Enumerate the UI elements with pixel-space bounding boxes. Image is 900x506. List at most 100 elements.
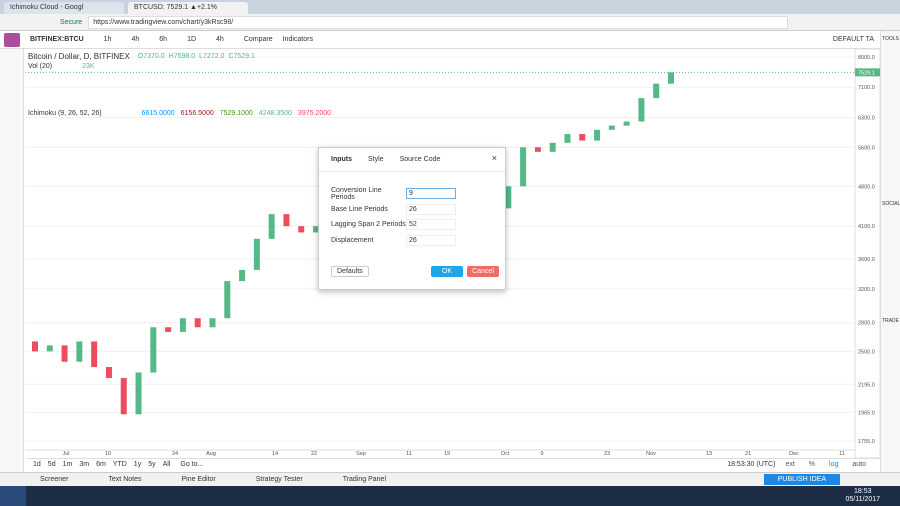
publish-button[interactable]: PUBLISH IDEA [763, 474, 840, 485]
input-row: Conversion Line Periods 9 [331, 186, 505, 202]
range-button[interactable]: All [162, 461, 171, 468]
browser-tabs: Ichimoku Cloud - Googl BTCUSD: 7529.1 ▲+2… [0, 0, 900, 14]
symbol[interactable]: BITFINEX:BTCU [30, 36, 84, 43]
range-button[interactable]: 1m [62, 461, 73, 468]
ok-button[interactable]: OK [431, 266, 463, 277]
input-field[interactable]: 26 [406, 203, 456, 215]
dialog-tab[interactable]: Style [368, 156, 384, 163]
input-row: Base Line Periods 26 [331, 202, 505, 218]
x-tick-label: 11 [839, 451, 845, 457]
x-tick-label: Jul [62, 451, 69, 457]
panel-tab[interactable]: Text Notes [108, 476, 142, 483]
x-tick-label: 10 [105, 451, 111, 457]
intervals: 1h 4h 6h 1D 4h [94, 36, 234, 43]
address-bar: Secure https://www.tradingview.com/chart… [0, 14, 900, 31]
interval[interactable]: 1h [103, 36, 112, 43]
panel-tab[interactable]: Screener [40, 476, 69, 483]
interval[interactable]: 4h [216, 36, 224, 43]
panel-tab[interactable]: Trading Panel [342, 476, 387, 483]
candle-body [268, 214, 275, 239]
sidebar-label: TOOLS [882, 36, 899, 42]
y-tick-label: 3600.0 [858, 257, 875, 263]
candle-body [653, 83, 660, 99]
y-tick-label: 1755.0 [858, 439, 875, 445]
chart: 8000.0 7100.0 6300.0 5600.0 4800.0 4100.0 3600… [25, 49, 880, 458]
x-tick-label: Nov [646, 451, 656, 457]
compare[interactable]: Compare [243, 36, 273, 43]
range-button[interactable]: 1y [133, 461, 142, 468]
scale-option[interactable]: ext [785, 461, 795, 468]
ichimoku-value: 3975.2000 [297, 110, 332, 117]
x-tick-label: 11 [406, 451, 412, 457]
dialog-tab[interactable]: Inputs [331, 156, 352, 163]
browser-tab[interactable]: BTCUSD: 7529.1 ▲+2.1% [128, 2, 248, 14]
last-price-label: 7529.1 [858, 70, 875, 76]
goto[interactable]: Go to... [180, 461, 204, 468]
candle-body [135, 372, 142, 415]
range-button[interactable]: 5d [47, 461, 56, 468]
x-tick-label: 21 [745, 451, 751, 457]
bottom-panel: Screener Text Notes Pine Editor Strategy Te… [0, 472, 900, 486]
scale-option[interactable]: log [829, 461, 839, 468]
last-price-box [855, 68, 880, 77]
interval[interactable]: 4h [131, 36, 140, 43]
candle-body [165, 327, 172, 332]
taskbar-time: 18:53 [853, 488, 872, 495]
panel-tab[interactable]: Strategy Tester [255, 476, 303, 483]
ichimoku-values: 6615.0000 6156.5000 7529.1000 4248.3500 3975… [142, 109, 337, 119]
candle-body [179, 318, 186, 332]
taskbar: 18:53 05/11/2017 [0, 486, 900, 506]
candle-body [150, 327, 157, 373]
range-button[interactable]: 3m [79, 461, 90, 468]
x-tick-label: 19 [444, 451, 450, 457]
input-label: Displacement [331, 236, 374, 244]
scale-option[interactable]: auto [852, 461, 866, 468]
ohlc-value: L7272.0 [199, 53, 225, 60]
candle-body [608, 125, 615, 130]
interval[interactable]: 1D [187, 36, 197, 43]
dialog-tab[interactable]: Source Code [399, 156, 441, 163]
input-field[interactable]: 52 [406, 219, 456, 231]
range-button[interactable]: 1d [33, 461, 41, 468]
logo [4, 32, 20, 47]
url[interactable]: https://www.tradingview.com/chart/y3kRsc… [88, 15, 789, 29]
ohlc: O7370.0 H7598.0 L7272.0 C7529.1 [138, 52, 259, 62]
input-field[interactable]: 9 [406, 188, 456, 200]
browser-tab[interactable]: Ichimoku Cloud - Googl [4, 2, 124, 14]
candle-body [209, 318, 216, 328]
panel-tab[interactable]: Pine Editor [181, 476, 216, 483]
x-tick-label: 9 [540, 451, 543, 457]
ichimoku-label: Ichimoku (9, 26, 52, 26) [28, 110, 102, 117]
x-tick-label: Dec [789, 451, 799, 457]
candle-body [564, 134, 571, 143]
candle-body [76, 341, 83, 362]
candle-body [594, 129, 601, 141]
range-button[interactable]: 6m [96, 461, 106, 468]
interval[interactable]: 6h [159, 36, 168, 43]
chart-toolbar: BITFINEX:BTCU 1h 4h 6h 1D 4h Compare Indicat… [0, 31, 900, 49]
ichimoku-value: 6156.5000 [180, 110, 214, 117]
x-tick-label: 23 [604, 451, 610, 457]
start-button[interactable] [0, 486, 26, 506]
candle-body [298, 226, 305, 233]
defaults-button[interactable]: Defaults [331, 266, 369, 277]
settings-dialog: Inputs Style Source Code × Conversion Line… [318, 147, 506, 290]
range-button[interactable]: 5y [148, 461, 156, 468]
close-button[interactable]: × [491, 153, 497, 163]
candle-body [283, 214, 290, 227]
range-button[interactable]: YTD [112, 461, 127, 468]
indicators[interactable]: Indicators [282, 36, 313, 43]
cancel-button[interactable]: Cancel [467, 266, 499, 277]
candle-body [253, 238, 260, 270]
input-field[interactable]: 26 [406, 234, 456, 246]
y-tick-label: 4100.0 [858, 224, 875, 230]
y-tick-label: 2800.0 [858, 321, 875, 327]
ichimoku-value: 7529.1000 [219, 110, 253, 117]
price-axis [854, 49, 880, 458]
ohlc-value: H7598.0 [168, 53, 196, 60]
x-tick-label: Sep [356, 451, 366, 457]
y-tick-label: 6300.0 [858, 115, 875, 121]
y-tick-label: 1965.0 [858, 410, 875, 416]
layout[interactable]: DEFAULT TA [832, 36, 874, 43]
scale-option[interactable]: % [808, 461, 816, 468]
